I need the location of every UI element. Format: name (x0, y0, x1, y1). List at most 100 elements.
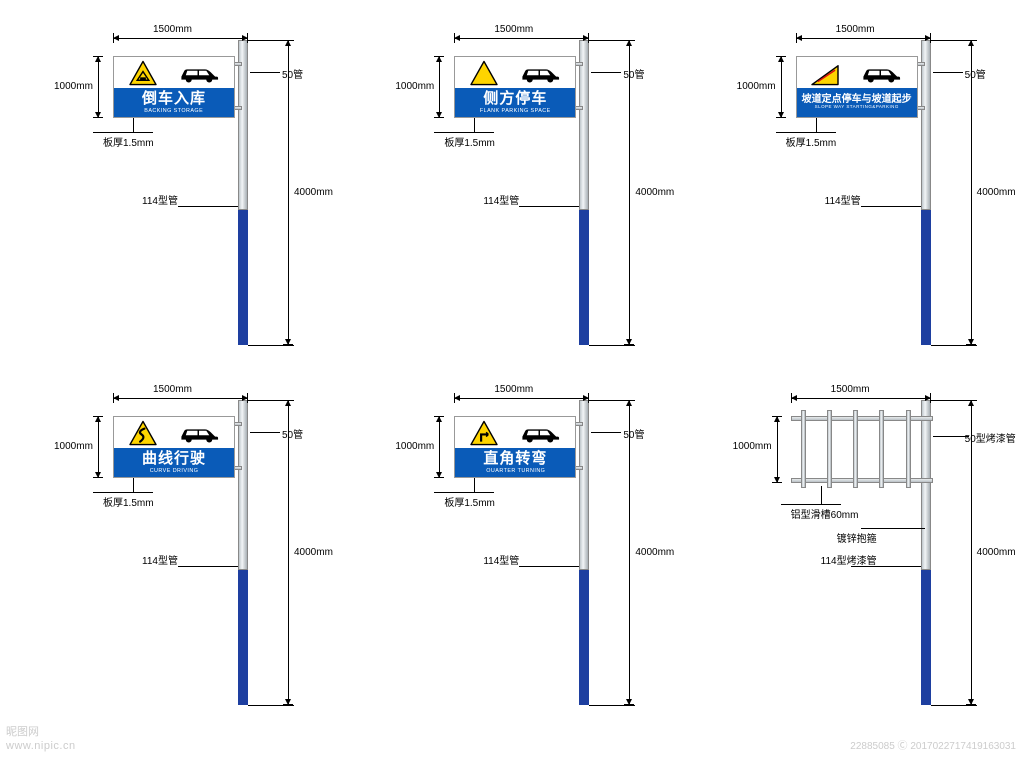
warning-triangle-icon (469, 420, 499, 446)
leader-poletube (519, 566, 579, 567)
dim-signheight-line (777, 416, 778, 483)
leader-support (933, 72, 963, 73)
label-support-tube: 50管 (965, 66, 986, 81)
frame-rail-top (791, 416, 933, 421)
label-plate-thickness: 板厚1.5mm (444, 494, 495, 509)
label-clamp: 镀锌抱箍 (837, 530, 877, 545)
dim-poleheight-line (629, 400, 630, 705)
leader-poletube (178, 566, 238, 567)
sign-subtitle: SLOPE WAY STARTING&PARKING (815, 106, 899, 111)
frame-vertical (879, 410, 884, 488)
label-plate-thickness: 板厚1.5mm (103, 134, 154, 149)
leader-plate (133, 478, 134, 492)
leader-support (591, 72, 621, 73)
leader-poletube (519, 206, 579, 207)
label-plate-thickness: 板厚1.5mm (444, 134, 495, 149)
label-pole-tube: 114型管 (825, 192, 861, 207)
dim-width-line (113, 38, 248, 39)
dim-signheight-line (781, 56, 782, 118)
car-icon (859, 60, 903, 86)
sign-subtitle: BACKING STORAGE (145, 108, 204, 114)
frame-vertical (906, 410, 911, 488)
dim-poleheight-line (971, 40, 972, 345)
label-slot: 铝型滑槽60mm (791, 506, 859, 521)
pole-upper (921, 400, 931, 570)
car-icon (177, 420, 221, 446)
dim-signheight-line (439, 416, 440, 478)
label-maintube: 114型烤漆管 (821, 552, 877, 567)
leader-poletube (178, 206, 238, 207)
pole-base (238, 570, 248, 705)
warning-triangle-icon (810, 60, 840, 86)
dim-width: 1500mm (494, 24, 533, 35)
dim-width-line (454, 38, 589, 39)
label-support-tube: 50管 (282, 426, 303, 441)
sign-board: 直角转弯OUARTER TURNING (454, 416, 576, 478)
label-pole-tube: 114型管 (142, 192, 178, 207)
sign-title: 侧方停车 (483, 91, 547, 108)
sign-diagram-0: 倒车入库BACKING STORAGE1500mm1000mm4000mm50管… (0, 0, 341, 360)
sign-diagram-4: 直角转弯OUARTER TURNING1500mm1000mm4000mm50管… (341, 360, 682, 720)
dim-width-line (113, 398, 248, 399)
watermark-meta: 22885085 Ⓒ 2017022717419163031 (850, 737, 1016, 752)
dim-poleheight: 4000mm (635, 547, 674, 558)
label-pole-tube: 114型管 (142, 552, 178, 567)
dim-poleheight: 4000mm (294, 547, 333, 558)
dim-width-line (796, 38, 931, 39)
label-pole-tube: 114型管 (483, 552, 519, 567)
dim-width: 1500mm (831, 384, 870, 395)
sign-title: 曲线行驶 (142, 451, 206, 468)
label-support-tube: 50管 (623, 66, 644, 81)
sign-board: 侧方停车FLANK PARKING SPACE (454, 56, 576, 118)
leader-support (591, 432, 621, 433)
sign-title: 倒车入库 (142, 91, 206, 108)
sign-board: 坡道定点停车与坡道起步SLOPE WAY STARTING&PARKING (796, 56, 918, 118)
pole-base (921, 210, 931, 345)
dim-width: 1500mm (153, 24, 192, 35)
label-pole-tube: 114型管 (483, 192, 519, 207)
dim-width-line (791, 398, 931, 399)
sign-subtitle: CURVE DRIVING (150, 468, 199, 474)
label-support-tube: 50管 (623, 426, 644, 441)
dim-signheight-line (98, 56, 99, 118)
dim-poleheight-line (288, 400, 289, 705)
frame-rail-bottom (791, 478, 933, 483)
leader-plate (474, 478, 475, 492)
leader-poletube (861, 206, 921, 207)
frame-vertical (853, 410, 858, 488)
dim-poleheight-line (288, 40, 289, 345)
dim-signheight: 1000mm (737, 81, 776, 92)
sign-diagram-1: 侧方停车FLANK PARKING SPACE1500mm1000mm4000m… (341, 0, 682, 360)
pole-base (579, 570, 589, 705)
car-icon (518, 420, 562, 446)
leader-support (250, 72, 280, 73)
dim-poleheight-line (971, 400, 972, 705)
warning-triangle-icon (128, 420, 158, 446)
frame-vertical (827, 410, 832, 488)
watermark-url: www.nipic.cn (6, 740, 76, 752)
dim-signheight-line (98, 416, 99, 478)
dim-poleheight: 4000mm (977, 547, 1016, 558)
dim-poleheight: 4000mm (635, 187, 674, 198)
dim-signheight: 1000mm (54, 441, 93, 452)
sign-title: 直角转弯 (483, 451, 547, 468)
warning-triangle-icon (469, 60, 499, 86)
dim-signheight: 1000mm (733, 441, 772, 452)
dim-width-line (454, 398, 589, 399)
pole-base (921, 570, 931, 705)
label-tube: 50型烤漆管 (965, 430, 1016, 445)
sign-subtitle: FLANK PARKING SPACE (480, 108, 551, 114)
sign-subtitle: OUARTER TURNING (486, 468, 545, 474)
label-plate-thickness: 板厚1.5mm (786, 134, 837, 149)
label-support-tube: 50管 (282, 66, 303, 81)
label-plate-thickness: 板厚1.5mm (103, 494, 154, 509)
dim-signheight: 1000mm (54, 81, 93, 92)
pole-base (579, 210, 589, 345)
leader-support (250, 432, 280, 433)
dim-width: 1500mm (836, 24, 875, 35)
pole-base (238, 210, 248, 345)
sign-board: 曲线行驶CURVE DRIVING (113, 416, 235, 478)
sign-board: 倒车入库BACKING STORAGE (113, 56, 235, 118)
frame-vertical (801, 410, 806, 488)
dim-width: 1500mm (153, 384, 192, 395)
